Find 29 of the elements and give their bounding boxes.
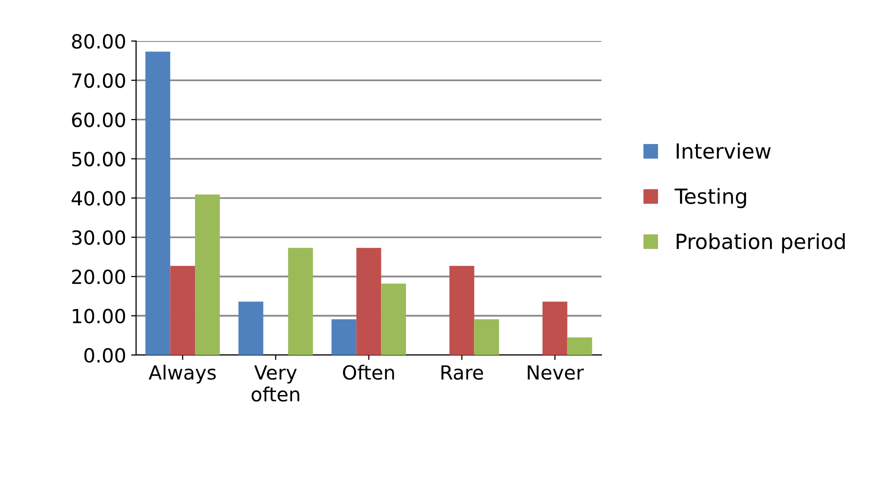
bar: [170, 266, 196, 356]
y-tick-label: 50.00: [72, 152, 126, 166]
bar: [238, 302, 264, 356]
bar: [542, 302, 568, 356]
bar: [356, 248, 382, 356]
legend-label: Interview: [676, 142, 771, 159]
bar: [567, 337, 592, 356]
y-tick-label: 30.00: [72, 230, 126, 245]
y-tick-label: 60.00: [72, 112, 126, 128]
y-tick-label: 0.00: [84, 348, 126, 363]
bar: [195, 194, 220, 356]
y-tick-label: 70.00: [72, 73, 126, 88]
bar: [288, 248, 313, 356]
legend-label: Testing: [674, 188, 746, 208]
y-tick-label: 20.00: [72, 269, 126, 284]
bar: [381, 284, 406, 356]
x-tick-label: Very often: [252, 365, 300, 402]
x-tick-label: Always: [148, 364, 216, 384]
bar: [332, 319, 356, 356]
x-tick-label: Rare: [441, 365, 484, 380]
y-tick-label: 80.00: [72, 34, 126, 49]
bar: [474, 319, 500, 356]
x-tick-label: Often: [342, 364, 394, 380]
bar: [449, 266, 474, 356]
y-tick-label: 40.00: [72, 190, 126, 206]
y-tick-label: 10.00: [72, 308, 126, 324]
bar: [145, 52, 170, 356]
legend-label: Probation period: [676, 233, 845, 254]
x-tick-label: Never: [528, 365, 584, 380]
